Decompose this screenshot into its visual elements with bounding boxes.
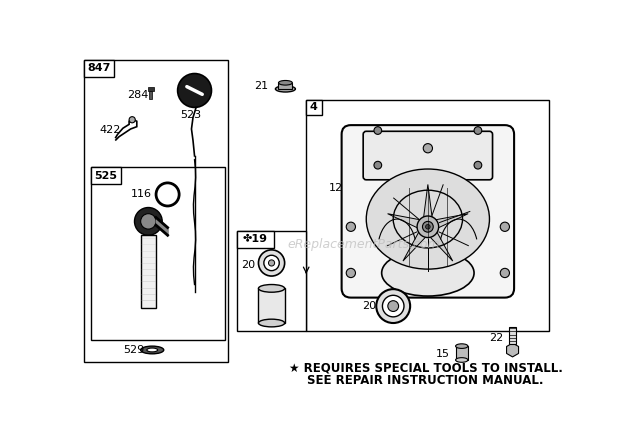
Bar (510, 327, 516, 344)
Circle shape (500, 268, 510, 277)
Bar (259, 289, 285, 323)
Text: 20: 20 (241, 260, 255, 270)
Circle shape (422, 221, 433, 232)
Ellipse shape (147, 348, 157, 352)
Polygon shape (388, 214, 422, 228)
Circle shape (259, 250, 285, 276)
Circle shape (500, 222, 510, 231)
Bar (278, 83, 293, 89)
Circle shape (268, 260, 275, 266)
Bar (237, 231, 274, 248)
Text: 15: 15 (435, 349, 449, 359)
Polygon shape (434, 214, 468, 228)
Text: 20: 20 (363, 301, 376, 311)
Text: 523: 523 (180, 110, 202, 120)
Bar (84, 60, 228, 362)
Ellipse shape (366, 169, 489, 269)
Circle shape (383, 295, 404, 317)
Circle shape (346, 222, 355, 231)
Circle shape (423, 144, 433, 153)
Ellipse shape (259, 285, 285, 292)
Circle shape (376, 289, 410, 323)
Circle shape (374, 161, 382, 169)
Circle shape (388, 301, 399, 311)
Circle shape (129, 117, 135, 123)
Ellipse shape (456, 344, 468, 348)
Circle shape (417, 216, 438, 238)
Ellipse shape (456, 358, 468, 362)
Circle shape (425, 224, 430, 229)
Text: 284: 284 (128, 90, 149, 100)
FancyBboxPatch shape (342, 125, 514, 297)
Bar (91, 168, 122, 184)
Text: 4: 4 (310, 103, 318, 112)
Circle shape (474, 127, 482, 134)
Text: 22: 22 (489, 334, 503, 343)
Bar (306, 100, 322, 115)
Polygon shape (429, 231, 453, 261)
FancyBboxPatch shape (363, 131, 492, 180)
Ellipse shape (275, 86, 295, 92)
Bar (306, 100, 549, 331)
Ellipse shape (278, 80, 293, 85)
Ellipse shape (141, 346, 164, 354)
Bar (84, 60, 113, 77)
Text: 529: 529 (123, 345, 144, 355)
Bar (149, 91, 152, 99)
Circle shape (264, 255, 279, 271)
Text: SEE REPAIR INSTRUCTION MANUAL.: SEE REPAIR INSTRUCTION MANUAL. (308, 374, 544, 387)
Bar (456, 346, 468, 360)
Circle shape (141, 214, 156, 229)
Text: 21: 21 (254, 81, 268, 91)
Bar (148, 87, 154, 91)
Text: 12: 12 (329, 183, 343, 193)
Text: 847: 847 (87, 63, 111, 73)
Circle shape (374, 127, 382, 134)
Circle shape (177, 74, 211, 107)
Bar (91, 168, 225, 340)
Text: eReplacementParts.com: eReplacementParts.com (288, 238, 440, 251)
Ellipse shape (382, 250, 474, 296)
Polygon shape (403, 231, 427, 261)
Text: ✤19: ✤19 (243, 234, 268, 244)
Text: 525: 525 (94, 171, 118, 181)
Polygon shape (423, 184, 432, 219)
Bar (237, 231, 306, 331)
Circle shape (474, 161, 482, 169)
Circle shape (156, 183, 179, 206)
Text: 422: 422 (100, 125, 122, 135)
Text: ★ REQUIRES SPECIAL TOOLS TO INSTALL.: ★ REQUIRES SPECIAL TOOLS TO INSTALL. (289, 361, 562, 374)
Circle shape (346, 268, 355, 277)
Bar (141, 235, 156, 308)
Text: 116: 116 (131, 190, 152, 199)
Ellipse shape (259, 319, 285, 327)
Circle shape (135, 207, 162, 235)
